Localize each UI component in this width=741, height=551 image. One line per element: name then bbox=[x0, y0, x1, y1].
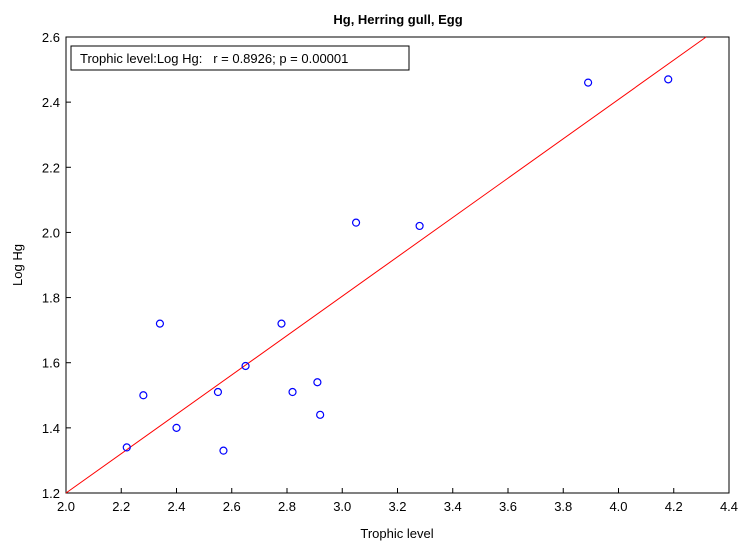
data-point bbox=[288, 387, 297, 397]
data-point bbox=[155, 319, 165, 328]
x-tick-label: 2.0 bbox=[57, 499, 75, 514]
y-tick-label: 2.2 bbox=[42, 160, 60, 175]
x-tick-label: 3.0 bbox=[333, 499, 351, 514]
x-axis-label: Trophic level bbox=[360, 526, 433, 541]
correlation-annotation: Trophic level:Log Hg: r = 0.8926; p = 0.… bbox=[80, 51, 348, 66]
data-point bbox=[584, 78, 593, 87]
x-tick-label: 4.2 bbox=[665, 499, 683, 514]
data-point bbox=[415, 221, 424, 231]
x-tick-label: 3.2 bbox=[388, 499, 406, 514]
data-point bbox=[241, 361, 250, 371]
data-point bbox=[213, 387, 223, 397]
annotation-box bbox=[70, 45, 410, 71]
x-tick-label: 2.6 bbox=[223, 499, 241, 514]
data-point bbox=[139, 391, 148, 400]
data-point bbox=[316, 410, 325, 419]
data-point bbox=[172, 423, 181, 432]
y-tick-label: 2.4 bbox=[42, 95, 60, 110]
y-tick-label: 2.6 bbox=[42, 30, 60, 45]
y-tick-label: 1.2 bbox=[42, 486, 60, 501]
data-points bbox=[122, 75, 673, 455]
x-axis-ticks: 2.0 2.2 2.4 2.6 2.8 3.0 3.2 3.4 3.6 3.8 4.0 4.2 4.4 bbox=[57, 488, 738, 514]
data-point bbox=[351, 218, 361, 227]
x-tick-label: 2.8 bbox=[278, 499, 296, 514]
x-tick-label: 2.2 bbox=[112, 499, 130, 514]
x-tick-label: 3.8 bbox=[554, 499, 572, 514]
x-tick-label: 4.4 bbox=[720, 499, 738, 514]
data-point bbox=[122, 443, 131, 452]
y-axis-label: Log Hg bbox=[10, 244, 25, 286]
data-point bbox=[219, 446, 228, 455]
y-tick-label: 1.6 bbox=[42, 356, 60, 371]
y-axis-ticks: 1.2 1.4 1.6 1.8 2.0 2.2 2.4 2.6 bbox=[42, 30, 71, 501]
x-tick-label: 4.0 bbox=[609, 499, 627, 514]
data-point bbox=[664, 75, 673, 84]
y-tick-label: 1.4 bbox=[42, 421, 60, 436]
y-tick-label: 2.0 bbox=[42, 225, 60, 240]
x-tick-label: 3.6 bbox=[499, 499, 517, 514]
regression-line bbox=[65, 36, 707, 494]
x-tick-label: 3.4 bbox=[444, 499, 462, 514]
y-tick-label: 1.8 bbox=[42, 291, 60, 306]
data-point bbox=[277, 319, 286, 328]
x-tick-label: 2.4 bbox=[167, 499, 185, 514]
chart-title: Hg, Herring gull, Egg bbox=[333, 12, 462, 27]
data-point bbox=[313, 378, 322, 387]
plot-area-frame bbox=[65, 36, 730, 494]
